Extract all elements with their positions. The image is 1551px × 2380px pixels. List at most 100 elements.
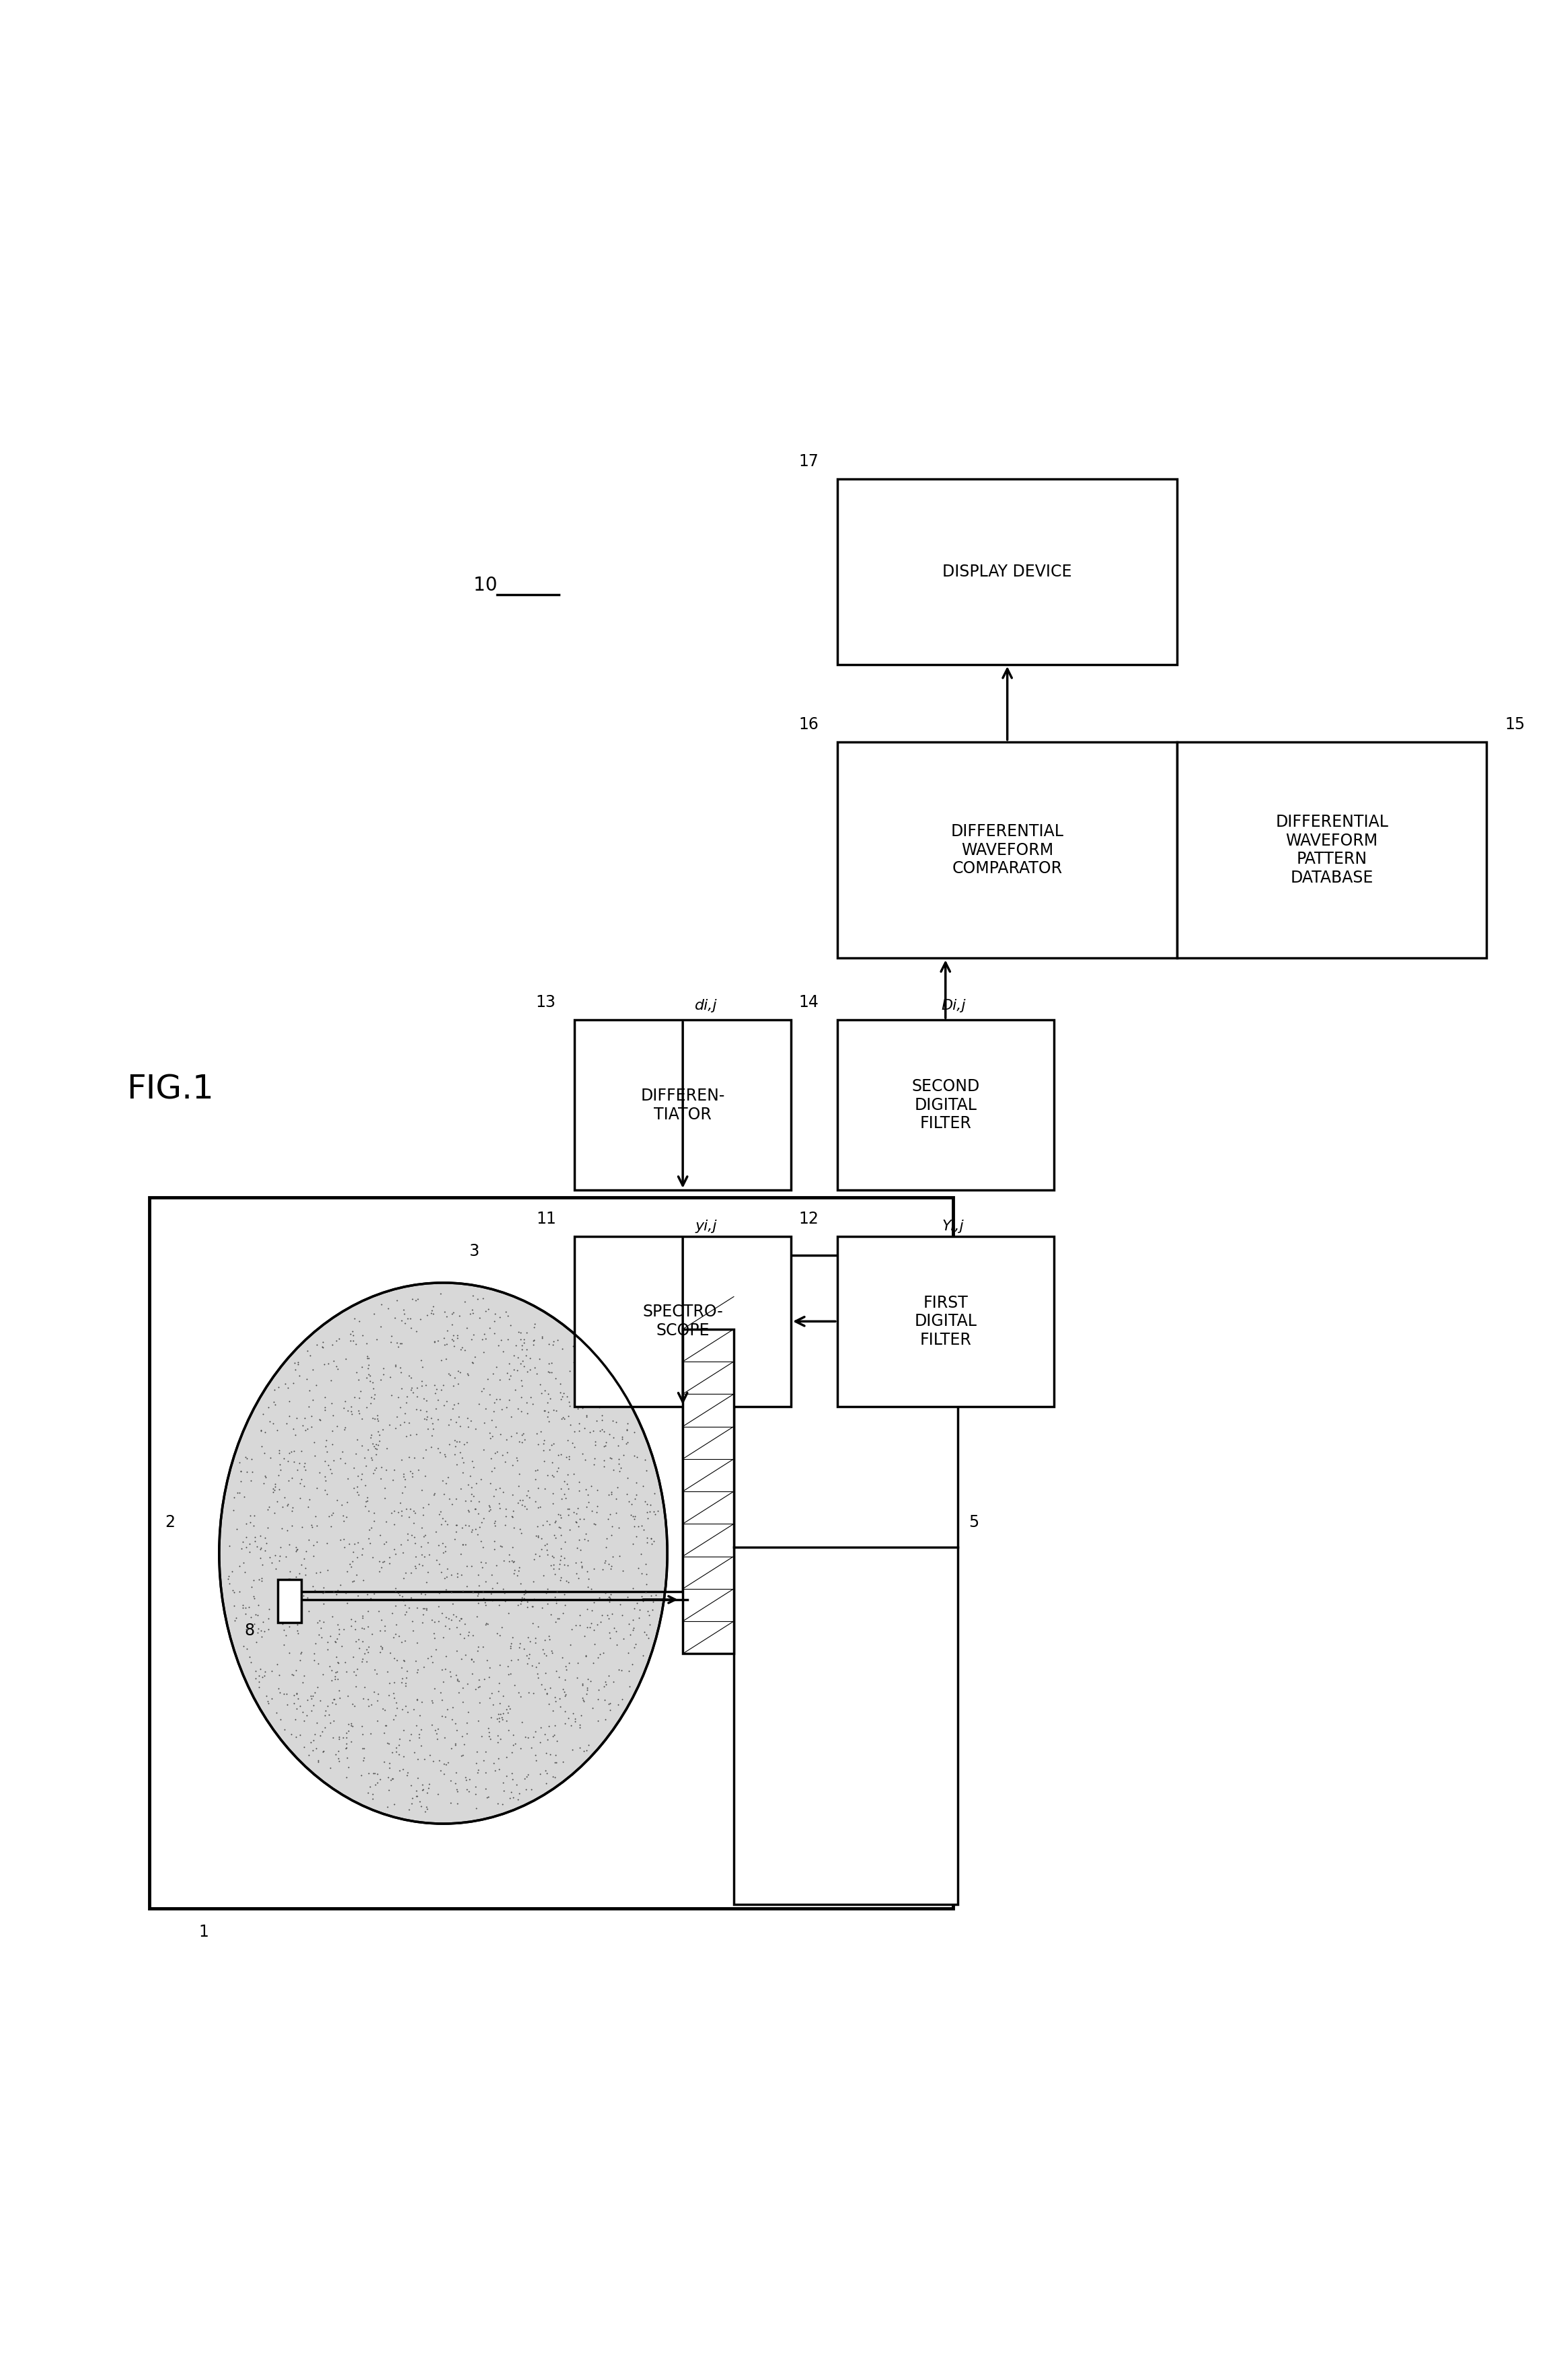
Point — [459, 1321, 484, 1359]
Point — [250, 1561, 275, 1599]
Point — [476, 1778, 501, 1816]
Point — [251, 1611, 276, 1649]
Point — [633, 1483, 658, 1521]
Point — [397, 1299, 422, 1338]
Point — [333, 1718, 358, 1756]
Point — [355, 1340, 380, 1378]
Point — [510, 1480, 535, 1518]
Point — [544, 1585, 569, 1623]
Point — [389, 1497, 414, 1535]
Point — [596, 1599, 620, 1637]
Point — [566, 1490, 591, 1528]
Point — [521, 1321, 546, 1359]
Point — [361, 1454, 386, 1492]
Point — [504, 1326, 529, 1364]
Point — [527, 1723, 552, 1761]
Point — [284, 1528, 309, 1566]
Point — [346, 1395, 371, 1433]
Point — [400, 1611, 425, 1649]
Point — [574, 1380, 599, 1418]
Point — [476, 1718, 501, 1756]
Point — [454, 1547, 479, 1585]
Point — [541, 1549, 566, 1587]
Point — [402, 1733, 427, 1771]
Point — [440, 1687, 465, 1726]
Point — [515, 1395, 540, 1433]
Point — [400, 1516, 425, 1554]
Point — [479, 1583, 504, 1621]
Point — [484, 1547, 509, 1585]
Point — [489, 1416, 513, 1454]
Point — [349, 1426, 374, 1464]
Point — [490, 1699, 515, 1737]
Point — [585, 1637, 610, 1676]
Point — [582, 1440, 606, 1478]
Point — [636, 1592, 661, 1630]
Point — [600, 1402, 625, 1440]
Point — [433, 1718, 458, 1756]
Point — [597, 1438, 622, 1476]
Point — [340, 1599, 364, 1637]
Point — [275, 1488, 299, 1526]
Point — [329, 1521, 354, 1559]
Point — [512, 1580, 537, 1618]
Point — [485, 1326, 510, 1364]
Point — [420, 1706, 445, 1745]
Point — [431, 1319, 456, 1357]
Point — [352, 1730, 377, 1768]
Point — [270, 1509, 295, 1547]
Point — [540, 1633, 565, 1671]
Point — [411, 1595, 436, 1633]
Point — [472, 1580, 496, 1618]
Point — [532, 1471, 557, 1509]
Point — [534, 1637, 558, 1676]
Point — [526, 1609, 551, 1647]
Point — [597, 1578, 622, 1616]
Point — [561, 1366, 586, 1404]
Point — [382, 1618, 406, 1656]
Point — [392, 1395, 417, 1433]
Point — [292, 1540, 316, 1578]
Point — [382, 1785, 406, 1823]
Point — [385, 1323, 409, 1361]
Point — [405, 1740, 430, 1778]
Point — [475, 1604, 499, 1642]
Point — [363, 1435, 388, 1473]
Point — [456, 1614, 481, 1652]
Point — [561, 1342, 586, 1380]
Point — [577, 1726, 602, 1764]
Point — [518, 1340, 543, 1378]
Point — [552, 1540, 577, 1578]
Point — [557, 1440, 582, 1478]
Point — [231, 1523, 256, 1561]
Point — [409, 1726, 434, 1764]
Point — [464, 1464, 489, 1502]
Point — [267, 1564, 292, 1602]
Point — [366, 1426, 391, 1464]
Point — [346, 1361, 371, 1399]
Point — [510, 1702, 535, 1740]
Point — [487, 1616, 512, 1654]
Point — [237, 1533, 262, 1571]
Point — [444, 1656, 468, 1695]
Point — [422, 1323, 447, 1361]
Point — [234, 1611, 259, 1649]
Point — [295, 1578, 320, 1616]
Point — [430, 1649, 454, 1687]
Point — [281, 1364, 306, 1402]
Point — [476, 1678, 501, 1716]
Point — [360, 1537, 385, 1576]
Point — [473, 1545, 498, 1583]
Point — [459, 1342, 484, 1380]
Point — [555, 1454, 580, 1492]
Point — [634, 1523, 659, 1561]
Point — [513, 1756, 538, 1795]
Point — [391, 1737, 416, 1775]
Point — [399, 1371, 423, 1409]
Point — [481, 1685, 506, 1723]
Point — [247, 1664, 271, 1702]
Point — [347, 1378, 372, 1416]
Point — [599, 1547, 624, 1585]
Point — [641, 1523, 665, 1561]
Point — [293, 1557, 318, 1595]
